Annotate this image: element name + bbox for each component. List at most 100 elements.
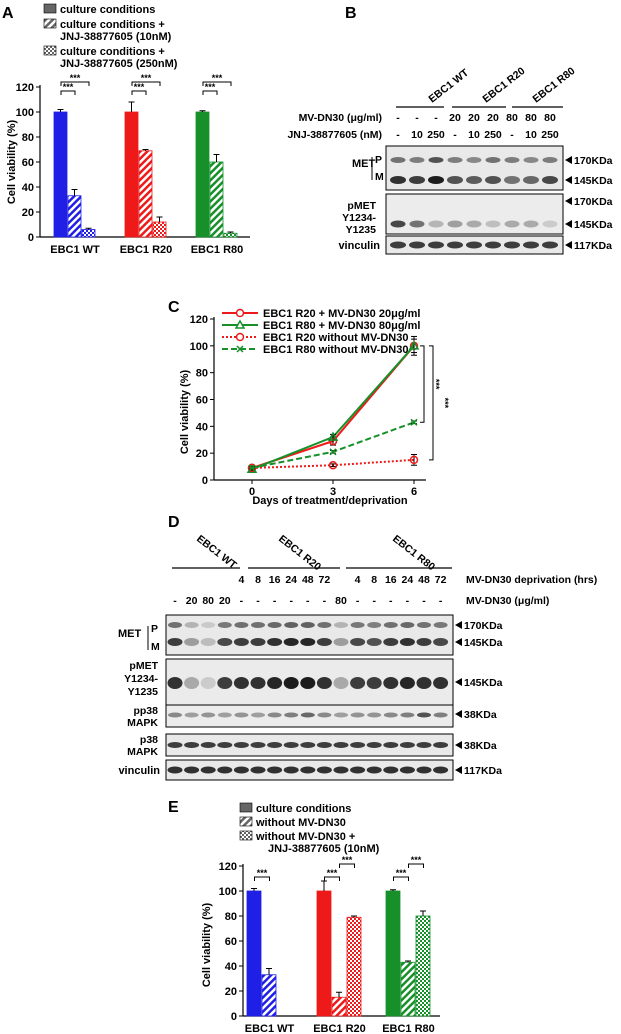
blot-band xyxy=(485,176,501,184)
blot-band xyxy=(390,241,406,249)
legend-label: EBC1 R80 + MV-DN30 80μg/ml xyxy=(263,320,420,332)
chart-c: EBC1 R20 + MV-DN30 20μg/ml EBC1 R80 + MV… xyxy=(179,308,450,507)
blot-band xyxy=(542,220,558,228)
significance-label: *** xyxy=(396,868,407,878)
blot-band xyxy=(217,622,232,628)
blot-band xyxy=(383,622,398,628)
significance-bracket xyxy=(429,345,434,461)
panel-label-d: D xyxy=(168,514,180,531)
blot-band xyxy=(466,241,482,249)
legend-label-3b: JNJ-38877605 (250nM) xyxy=(60,58,178,70)
lane-label: - xyxy=(273,595,277,607)
y-tick-label: 100 xyxy=(190,341,208,353)
blot-band xyxy=(167,677,183,689)
lane-label: 80 xyxy=(506,112,518,124)
blot-d-row1-label: MV-DN30 deprivation (hrs) xyxy=(466,574,597,586)
x-tick-label: 0 xyxy=(249,486,255,498)
y-tick-label: 60 xyxy=(196,395,208,407)
bar xyxy=(53,111,68,238)
blot-band xyxy=(390,176,406,184)
chart-c-axes: 0 20 40 60 80 100 120 0 3 6 *** *** xyxy=(190,314,450,498)
blot-band xyxy=(400,622,415,628)
kda-label: 170KDa xyxy=(574,196,613,208)
blot-band xyxy=(267,622,282,628)
y-tick-label: 40 xyxy=(196,421,208,433)
x-tick-label: 6 xyxy=(411,486,417,498)
legend-label-2b: JNJ-38877605 (10nM) xyxy=(60,31,172,43)
blot-b-y1234-label: Y1234- xyxy=(342,212,376,224)
significance-bracket xyxy=(202,81,232,86)
blot-band xyxy=(390,220,406,228)
blot-band xyxy=(250,766,266,774)
x-tick-label: EBC1 R80 xyxy=(191,244,244,256)
kda-label: 38KDa xyxy=(464,740,497,752)
lane-label: 8 xyxy=(255,574,261,586)
blot-band xyxy=(416,638,432,646)
lane-label: 10 xyxy=(468,129,480,141)
bar xyxy=(261,974,277,1017)
blot-band xyxy=(433,766,449,774)
blot-band xyxy=(416,742,432,748)
bar xyxy=(223,232,238,238)
x-tick-label: EBC1 R20 xyxy=(120,244,173,256)
chart-e-ylabel: Cell viability (%) xyxy=(201,902,213,987)
blot-band xyxy=(447,176,463,184)
blot-band xyxy=(542,176,558,184)
legend-label-1: culture conditions xyxy=(256,803,351,815)
significance-bracket xyxy=(60,81,90,86)
blot-band xyxy=(523,241,539,249)
significance-label: *** xyxy=(431,379,441,390)
data-point xyxy=(410,418,418,426)
significance-label: *** xyxy=(63,82,74,92)
blot-band xyxy=(233,742,249,748)
blot-band xyxy=(399,766,415,774)
legend-label: EBC1 R20 without MV-DN30 xyxy=(263,332,408,344)
kda-label: 170KDa xyxy=(464,620,503,632)
panel-label-e: E xyxy=(168,799,179,816)
blot-band xyxy=(283,766,299,774)
x-tick-label: EBC1 WT xyxy=(50,244,100,256)
blot-d-met-label: MET xyxy=(118,628,142,640)
kda-label: 170KDa xyxy=(574,155,613,167)
significance-label: *** xyxy=(257,868,268,878)
blot-band xyxy=(334,622,348,628)
blot-d: EBC1 WT EBC1 R20 EBC1 R80 MV-DN30 depriv… xyxy=(118,533,597,781)
x-tick-label: 3 xyxy=(330,486,336,498)
blot-band xyxy=(234,622,249,628)
significance-label: *** xyxy=(327,868,338,878)
blot-band xyxy=(267,677,283,689)
blot-band xyxy=(316,638,332,646)
blot-band xyxy=(350,742,366,748)
x-tick-label: EBC1 R20 xyxy=(313,1023,366,1034)
lane-label: 16 xyxy=(269,574,281,586)
blot-band xyxy=(233,638,249,646)
bar xyxy=(152,221,167,238)
legend-swatch-hatch xyxy=(239,816,253,827)
lane-label: 10 xyxy=(525,129,537,141)
chart-e: culture conditions without MV-DN30 witho… xyxy=(201,802,440,1034)
lane-label: - xyxy=(415,112,419,124)
bar xyxy=(400,961,416,1017)
blot-band xyxy=(433,677,449,689)
lane-label: - xyxy=(453,129,457,141)
lane-label: 16 xyxy=(385,574,397,586)
lane-label: 80 xyxy=(202,595,214,607)
bar xyxy=(415,915,431,1017)
lane-label: - xyxy=(434,112,438,124)
blot-band xyxy=(350,766,366,774)
blot-band xyxy=(399,677,415,689)
lane-label: - xyxy=(306,595,310,607)
lane-label: 48 xyxy=(418,574,430,586)
y-tick-label: 120 xyxy=(219,861,237,873)
lane-label: 20 xyxy=(487,112,499,124)
blot-band xyxy=(383,742,399,748)
chart-c-legend: EBC1 R20 + MV-DN30 20μg/ml EBC1 R80 + MV… xyxy=(222,308,420,356)
blot-band xyxy=(233,766,249,774)
blot-band xyxy=(184,638,200,646)
blot-b-row1-label: MV-DN30 (μg/ml) xyxy=(299,112,382,124)
blot-b-m-label: M xyxy=(375,171,384,183)
legend-swatch-check xyxy=(239,830,253,841)
blot-band xyxy=(217,742,233,748)
blot-band xyxy=(317,622,332,628)
blot-band xyxy=(201,622,216,628)
